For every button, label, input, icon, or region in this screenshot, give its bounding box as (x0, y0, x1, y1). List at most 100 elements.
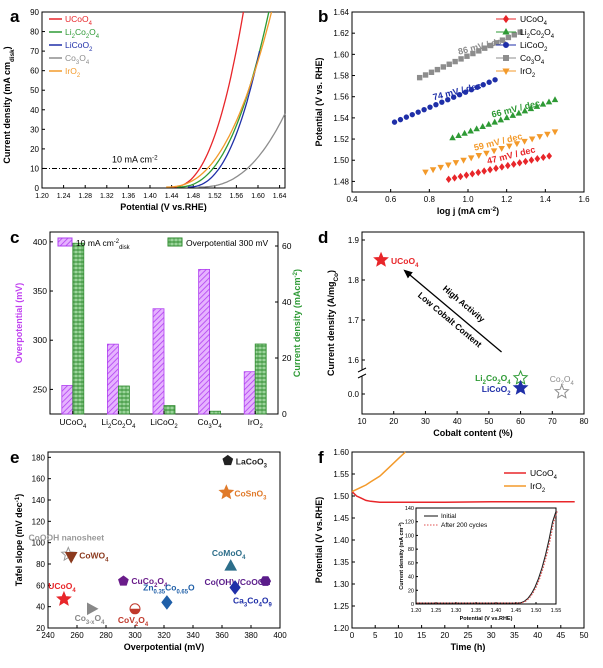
data-point (480, 82, 486, 88)
data-point (521, 107, 529, 114)
point-marker-1 (218, 484, 235, 500)
inset-x-tick-label: 1.25 (431, 608, 442, 614)
legend-marker-2 (503, 42, 509, 48)
point-label-8: Ca3Co4O9 (233, 595, 272, 608)
y-tick-label: 160 (32, 475, 46, 484)
category-label-2: LiCoO2 (150, 417, 177, 430)
x-tick-label: 0.6 (385, 195, 397, 204)
data-point (467, 155, 475, 162)
data-point (481, 167, 487, 175)
data-point (473, 125, 480, 132)
tafel-label-1: 66 mV / dec (490, 98, 540, 120)
data-point (403, 114, 410, 120)
inset-y-tick-label: 20 (408, 588, 414, 594)
bar-current-300mv (118, 385, 130, 415)
data-point (551, 96, 559, 103)
y-tick-label: 40 (36, 603, 45, 612)
x-tick-label: 0.8 (424, 195, 436, 204)
y-axis-title-right: Current density (mAcm-2) (292, 269, 303, 377)
point-marker-10 (87, 602, 99, 616)
axes-frame (41, 11, 286, 189)
data-point (416, 74, 423, 81)
inset-x-tick-label: 1.20 (411, 608, 422, 614)
y-tick-label: 1.60 (333, 50, 349, 59)
x-tick-label: 1.52 (208, 193, 222, 200)
x-tick-label: 60 (516, 417, 525, 426)
x-tick-label: 260 (70, 631, 84, 640)
y-axis-title: Potential (V vs. RHE) (314, 57, 324, 146)
axes-group: 0.4 0.6 0.8 1.0 1.2 1.4 1.6 1.48 1.50 1.52 1.54 1.5… (314, 8, 590, 216)
x-axis-title: log j (mA cm-2) (437, 206, 499, 217)
axis-break-mark (357, 373, 367, 379)
y-tick-label: 1.48 (333, 177, 349, 186)
x-tick-label: 15 (417, 631, 426, 640)
inset-legend-label-0: Initial (441, 513, 457, 520)
y-tick-label: 1.20 (333, 624, 349, 633)
legend-swatch-300mv (167, 237, 183, 247)
axes-group: UCoO4 Li2Co2O4 LiCoO2 Co3O4 IrO2250300350400… (14, 231, 303, 430)
y-tick-label: 80 (36, 560, 45, 569)
y-tick-label: 1.7 (348, 316, 360, 325)
x-tick-label: 70 (548, 417, 557, 426)
x-tick-label: 340 (186, 631, 200, 640)
axes-group: 240 260 280 300 320 340 360 380 400 20 40 60 80 100 12… (14, 451, 287, 652)
data-point (446, 61, 452, 67)
series-line-3 (198, 113, 286, 188)
x-tick-label: 1.6 (578, 195, 590, 204)
y-tick-label: 300 (33, 335, 47, 345)
data-point (499, 37, 506, 43)
inset-x-tick-label: 1.35 (471, 608, 482, 614)
point-label-9: UCoO4 (48, 581, 76, 594)
data-point (415, 109, 421, 115)
data-point (515, 109, 523, 116)
y-tick-label: 1.55 (333, 470, 349, 479)
data-point (409, 111, 415, 118)
y-tick-label: 20 (36, 624, 45, 633)
data-point (487, 166, 493, 174)
y-tick-label: 1.64 (333, 8, 349, 17)
data-point (458, 56, 464, 62)
data-point (445, 96, 451, 103)
data-point (463, 171, 470, 179)
data-point (469, 170, 476, 178)
data-point (437, 164, 444, 171)
x-axis-title: Potential (V vs.RHE) (120, 202, 207, 212)
series-line-2 (187, 50, 261, 188)
point-marker-3 (553, 383, 570, 399)
y-tick-label: 60 (282, 241, 292, 251)
data-point (422, 169, 429, 176)
data-point (503, 114, 511, 121)
data-point (505, 34, 512, 41)
x-tick-label: 1.36 (122, 193, 136, 200)
data-point (539, 100, 547, 107)
data-point (544, 131, 551, 138)
legend-marker-3 (503, 55, 509, 61)
point-marker-11 (129, 603, 141, 615)
bar-overpotential-10ma (152, 308, 165, 415)
y-tick-label: 50 (30, 86, 39, 95)
data-point (511, 32, 517, 38)
inset-y-tick-label: 100 (405, 533, 414, 539)
x-tick-label: 30 (421, 417, 430, 426)
x-tick-label: 320 (157, 631, 171, 640)
y-tick-label: 30 (30, 125, 39, 134)
x-tick-label: 1.64 (273, 193, 287, 200)
point-marker-8 (229, 580, 241, 595)
point-label-2: LiCoO2 (482, 384, 511, 397)
axes-group: 10 20 30 40 50 60 70 80 1.9 1.8 1.7 1.6 0.0 UCoO4 Li2C… (326, 231, 589, 438)
inset-group: 1.20 1.25 1.30 1.35 1.40 1.45 1.50 1.55 0 20 40 60 8… (398, 506, 561, 622)
inset-y-tick-label: 0 (411, 602, 414, 608)
x-tick-label: 1.56 (230, 193, 244, 200)
inset-x-tick-label: 1.55 (551, 608, 562, 614)
data-point (490, 148, 498, 155)
point-marker-6 (259, 576, 272, 586)
y-tick-label: 250 (33, 384, 47, 394)
category-label-1: Li2Co2O4 (101, 417, 136, 430)
point-marker-0 (222, 454, 234, 466)
data-point (485, 120, 492, 127)
point-label-10: Co3-xO4 (75, 613, 106, 626)
x-tick-label: 80 (580, 417, 589, 426)
point-marker-3 (64, 552, 78, 564)
data-point (504, 161, 511, 170)
y-tick-label: 1.25 (333, 602, 349, 611)
